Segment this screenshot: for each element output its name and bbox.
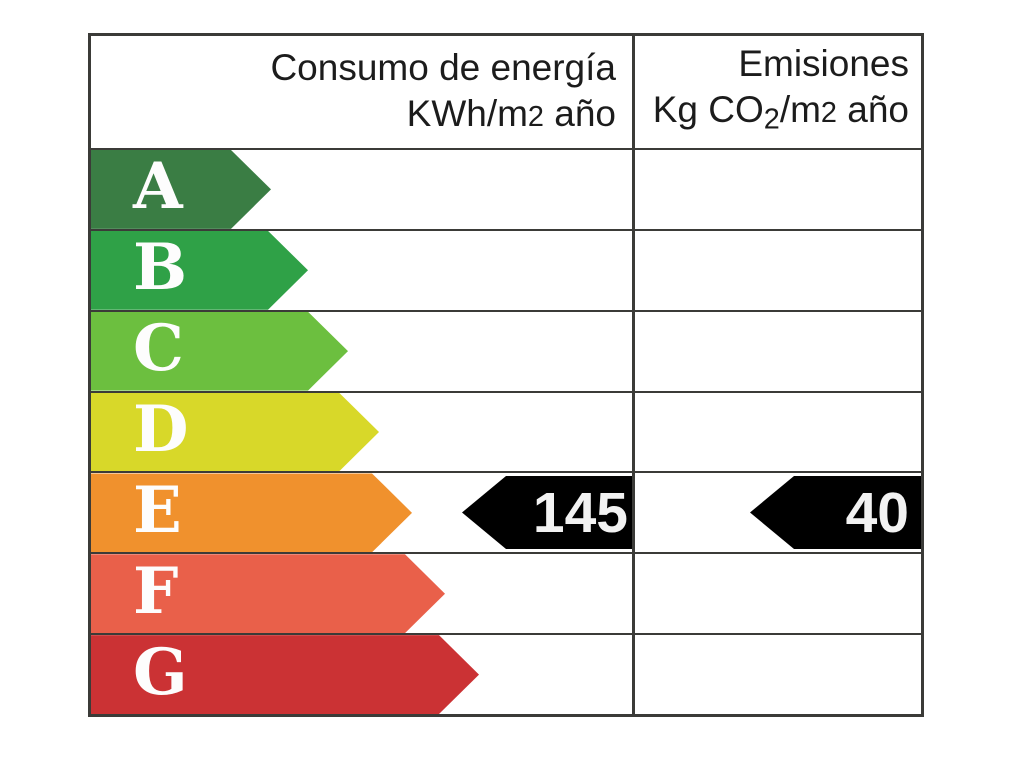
- rating-letter: C: [133, 311, 184, 387]
- rating-arrow-bar: A: [91, 150, 271, 229]
- table-header: Consumo de energía KWh/m2 año Emisiones …: [91, 36, 921, 150]
- column-divider: [632, 36, 635, 714]
- emissions-unit-suffix: año: [836, 89, 909, 131]
- consumption-column-header: Consumo de energía KWh/m2 año: [91, 36, 632, 148]
- emissions-value: 40: [845, 480, 909, 545]
- consumption-header-line2: KWh/m2 año: [407, 91, 616, 140]
- rating-arrow-bar: F: [91, 554, 445, 633]
- rating-row: C: [91, 309, 921, 391]
- rating-arrow-bar: E: [91, 473, 412, 552]
- rating-arrow-bar: D: [91, 393, 379, 472]
- rating-arrow-bar: G: [91, 635, 479, 714]
- consumption-value: 145: [532, 480, 628, 545]
- emissions-header-line2: Kg CO2/m2 año: [653, 87, 909, 142]
- co2-subscript: 2: [763, 103, 780, 136]
- rating-row: D: [91, 390, 921, 472]
- rating-table: Consumo de energía KWh/m2 año Emisiones …: [88, 33, 924, 717]
- emissions-header-line1: Emisiones: [738, 43, 909, 85]
- rating-arrow-bar: C: [91, 312, 348, 391]
- rating-row: F: [91, 552, 921, 634]
- rating-letter: F: [133, 553, 179, 629]
- consumption-unit-prefix: KWh/m: [406, 92, 528, 134]
- rating-letter: D: [133, 392, 189, 467]
- rating-rows: A B C D E F G 145 40: [91, 150, 921, 715]
- rating-arrow-bar: B: [91, 231, 308, 310]
- rating-letter: G: [133, 634, 188, 710]
- rating-letter: B: [133, 230, 188, 306]
- emissions-unit-mid: /m: [779, 89, 821, 131]
- emissions-unit-prefix: Kg CO: [652, 89, 764, 131]
- rating-row: G: [91, 633, 921, 715]
- consumption-header-line1: Consumo de energía: [270, 46, 616, 88]
- rating-letter: E: [133, 472, 182, 548]
- consumption-unit-exponent: 2: [527, 100, 544, 133]
- rating-row: B: [91, 228, 921, 310]
- consumption-unit-suffix: año: [543, 92, 616, 134]
- rating-row: A: [91, 150, 921, 229]
- emissions-column-header: Emisiones Kg CO2/m2 año: [632, 36, 921, 148]
- emissions-unit-exponent: 2: [820, 97, 837, 130]
- rating-letter: A: [133, 149, 183, 225]
